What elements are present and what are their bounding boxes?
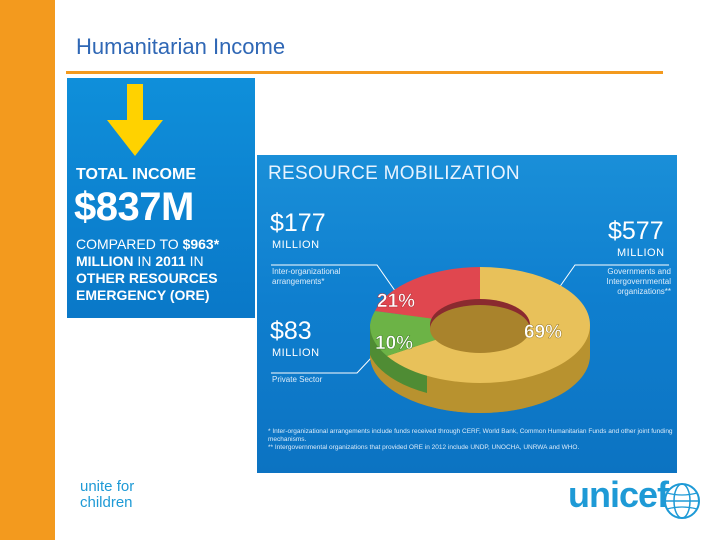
down-arrow-icon xyxy=(107,84,163,156)
inter-org-amount: $177 xyxy=(270,209,326,237)
inter-org-unit: MILLION xyxy=(272,239,320,251)
tagline-line-1: unite for xyxy=(80,478,135,495)
tagline-line-2: children xyxy=(80,494,133,511)
percent-label-governments: 69% xyxy=(524,322,562,343)
footnote-1: * Inter-organizational arrangements incl… xyxy=(268,428,673,443)
donut-hole-inner xyxy=(430,305,530,353)
resource-mobilization-panel: 21% 10% 69% RESOURCE MOBILIZATION $177 M… xyxy=(257,155,677,473)
compare-line4: EMERGENCY (ORE) xyxy=(76,287,210,303)
percent-label-inter-org: 21% xyxy=(377,291,415,312)
governments-unit: MILLION xyxy=(617,247,665,259)
title-divider xyxy=(66,71,663,74)
compare-in: IN xyxy=(185,253,204,269)
compare-mid: IN xyxy=(133,253,156,269)
unicef-emblem-icon xyxy=(664,483,700,519)
total-income-label: TOTAL INCOME xyxy=(76,166,196,183)
total-income-amount: $837M xyxy=(74,185,194,229)
footnotes: * Inter-organizational arrangements incl… xyxy=(268,428,673,452)
compare-year: 2011 xyxy=(155,253,186,269)
tagline: unite for children xyxy=(80,479,134,511)
compare-value: $963* xyxy=(182,236,220,252)
left-accent-bar xyxy=(0,0,55,540)
donut-chart: 21% 10% 69% xyxy=(271,264,669,413)
compare-unit: MILLION xyxy=(76,253,134,269)
compare-prefix: COMPARED TO xyxy=(76,236,183,252)
resource-mobilization-title: RESOURCE MOBILIZATION xyxy=(268,163,520,184)
total-income-comparison: COMPARED TO $963* MILLION IN 2011 IN OTH… xyxy=(76,236,252,304)
governments-amount: $577 xyxy=(608,217,664,245)
percent-label-private: 10% xyxy=(375,333,413,354)
footnote-2: ** Intergovernmental organizations that … xyxy=(268,444,580,451)
inter-org-desc: Inter-organizational arrangements* xyxy=(272,267,341,286)
compare-line3: OTHER RESOURCES xyxy=(76,270,218,286)
total-income-panel: TOTAL INCOME $837M COMPARED TO $963* MIL… xyxy=(67,78,255,318)
private-sector-unit: MILLION xyxy=(272,347,320,359)
private-sector-desc: Private Sector xyxy=(272,375,323,384)
unicef-logo-text: unicef xyxy=(568,474,669,515)
private-sector-amount: $83 xyxy=(270,317,312,345)
governments-desc: Governments and Intergovernmental organi… xyxy=(606,267,671,296)
slide-title: Humanitarian Income xyxy=(76,34,286,59)
